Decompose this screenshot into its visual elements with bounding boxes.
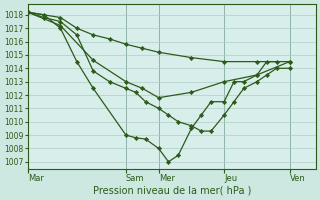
X-axis label: Pression niveau de la mer( hPa ): Pression niveau de la mer( hPa ) xyxy=(92,186,251,196)
